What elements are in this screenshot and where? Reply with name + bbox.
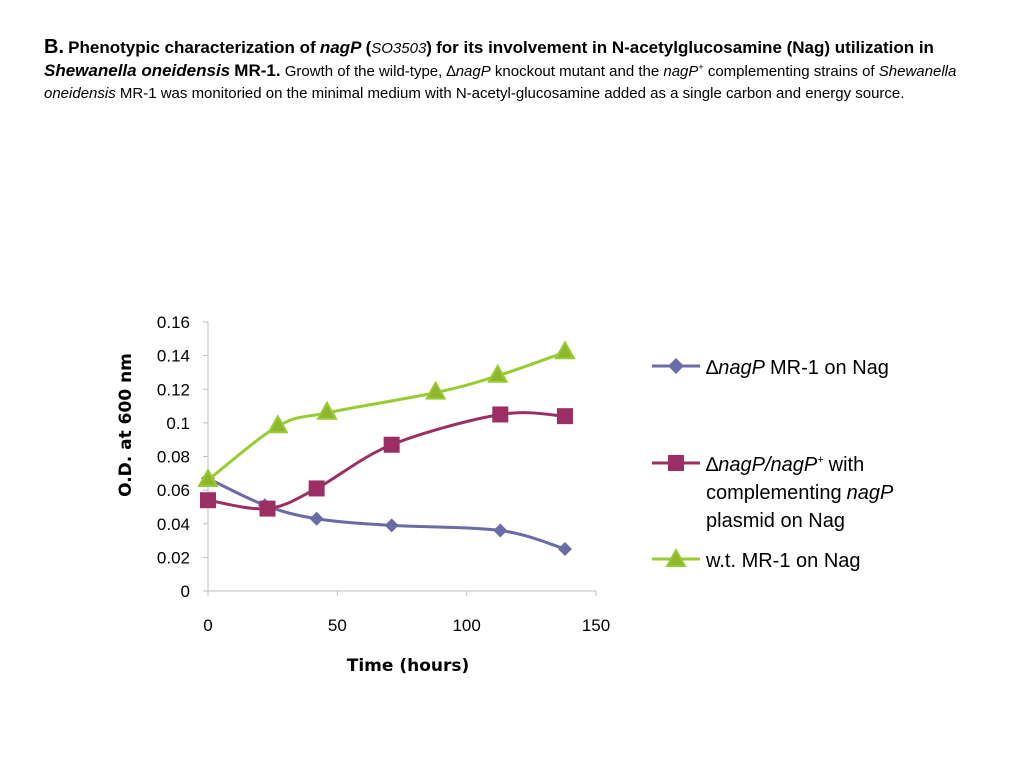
caption-body-plus: + (698, 62, 704, 72)
figure-caption: B. Phenotypic characterization of nagP (… (44, 36, 984, 105)
y-tick-label: 0.06 (157, 481, 190, 500)
legend-marker-square (668, 455, 684, 471)
legend-plus: + (817, 454, 824, 466)
data-point-triangle (197, 467, 219, 488)
y-tick-label: 0.04 (157, 515, 190, 534)
legend-delta: ∆ (706, 357, 719, 379)
legend-gene: nagP (718, 357, 765, 379)
y-tick-label: 0.14 (157, 347, 190, 366)
legend-entry-complemented: ∆nagP/nagP+ with complementing nagP plasmi… (652, 454, 894, 532)
caption-title-locus: SO3503 (371, 40, 427, 57)
legend-marker-triangle (665, 547, 687, 567)
caption-body-delta: ∆ (446, 63, 456, 80)
y-tick-label: 0.08 (157, 448, 190, 467)
caption-title-part-2: for its involvement in N-acetylglucosami… (436, 38, 934, 57)
caption-body-part-2: knockout mutant and the (494, 63, 660, 80)
data-point-diamond (493, 523, 508, 538)
y-tick-label: 0.02 (157, 548, 190, 567)
legend-label-deltanagp: ∆nagP MR-1 on Nag (706, 357, 889, 379)
legend: ∆nagP MR-1 on Nag ∆nagP/nagP+ with complem… (652, 357, 894, 572)
y-axis-title: O.D. at 600 nm (116, 353, 136, 497)
legend-rest: MR-1 on Nag (770, 357, 889, 379)
data-point-square (556, 408, 573, 425)
x-axis-title: Time (hours) (347, 656, 470, 676)
y-tick-label: 0.1 (166, 414, 190, 433)
caption-title-close-paren: ) (426, 38, 432, 57)
legend-label-wildtype: w.t. MR-1 on Nag (705, 550, 861, 572)
data-point-square (200, 492, 216, 509)
caption-body-part-1: Growth of the wild-type, (284, 63, 443, 80)
data-point-diamond (557, 541, 572, 556)
data-point-triangle (316, 400, 338, 420)
data-point-diamond (384, 518, 399, 533)
caption-title-strain: MR-1. (234, 61, 281, 80)
legend-delta: ∆ (706, 454, 719, 476)
caption-body-part-4: MR-1 was monitoried on the minimal mediu… (119, 85, 905, 102)
data-point-triangle (267, 414, 289, 434)
data-point-square (492, 406, 509, 423)
legend-complementing: complementing (706, 482, 842, 504)
caption-title-gene: nagP (319, 38, 362, 57)
y-tick-label: 0.12 (157, 380, 190, 399)
caption-body-gene-2: nagP (663, 63, 699, 80)
legend-entry-wildtype: w.t. MR-1 on Nag (652, 547, 861, 572)
legend-gene-plasmid: nagP (847, 482, 894, 504)
legend-label-complemented-line1: ∆nagP/nagP+ with (706, 454, 864, 476)
series-line-square (207, 411, 566, 511)
data-point-square (259, 500, 276, 517)
x-tick-label: 0 (203, 616, 212, 635)
caption-body-species: Shewanella oneidensis (44, 63, 957, 102)
caption-title-species: Shewanella oneidensis (44, 61, 231, 80)
x-tick-label: 150 (582, 616, 610, 635)
x-tick-label: 50 (328, 616, 347, 635)
y-tick-label: 0.16 (157, 313, 190, 332)
series-line-triangle (207, 350, 566, 482)
legend-marker-diamond (668, 358, 684, 374)
data-point-triangle (486, 363, 509, 383)
panel-letter: B. (44, 36, 64, 58)
legend-entry-deltanagp: ∆nagP MR-1 on Nag (652, 357, 889, 379)
legend-label-complemented-line2: complementing nagP (706, 482, 894, 504)
caption-title-open-paren: ( (365, 38, 372, 57)
y-tick-label: 0 (181, 582, 190, 601)
legend-label-complemented-line3: plasmid on Nag (706, 510, 845, 532)
x-tick-label: 100 (452, 616, 480, 635)
data-point-diamond (309, 511, 324, 526)
caption-body-part-3: complementing strains of (707, 63, 875, 80)
caption-title-part-1: Phenotypic characterization of (68, 38, 316, 57)
caption-body-gene: nagP (455, 63, 491, 80)
data-point-square (383, 436, 400, 453)
data-point-square (308, 480, 325, 497)
legend-with: with (828, 454, 865, 476)
legend-gene-pair: nagP/nagP (718, 454, 818, 476)
data-point-triangle (424, 380, 447, 400)
data-point-triangle (554, 340, 576, 360)
